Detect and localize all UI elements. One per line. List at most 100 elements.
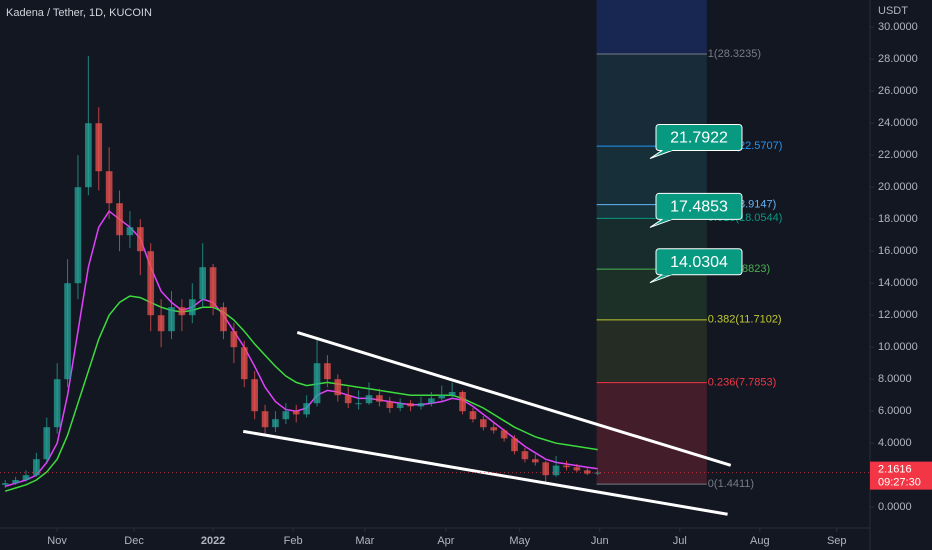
x-tick-label: Sep xyxy=(827,535,847,547)
target-label: 21.7922 xyxy=(670,130,728,147)
y-tick-label: 14.0000 xyxy=(878,277,918,289)
candle-body xyxy=(188,299,196,316)
candle-body xyxy=(157,315,165,332)
candle-body xyxy=(178,307,186,316)
candle-body xyxy=(240,347,248,380)
candle-body xyxy=(22,475,30,480)
x-tick-label: Apr xyxy=(437,535,454,547)
x-tick-label: Dec xyxy=(124,535,144,547)
y-tick-label: 24.0000 xyxy=(878,117,918,129)
candle-body xyxy=(376,395,383,402)
fib-zone xyxy=(596,319,707,383)
candle-body xyxy=(355,403,362,405)
candle-body xyxy=(594,472,601,474)
candle-body xyxy=(531,459,539,463)
candle-body xyxy=(334,379,342,396)
trendline xyxy=(296,331,732,467)
candle-body xyxy=(168,307,175,332)
fib-label: 0(1.4411) xyxy=(708,478,754,490)
fib-label: 0.382(11.7102) xyxy=(708,314,782,326)
x-tick-label: Jun xyxy=(591,535,609,547)
x-tick-label: Aug xyxy=(750,535,770,547)
candle-body xyxy=(126,227,134,236)
x-tick-label: Nov xyxy=(47,535,67,547)
candle-body xyxy=(448,392,456,396)
y-tick-label: 8.0000 xyxy=(878,373,912,385)
candle-body xyxy=(542,462,550,476)
candle-body xyxy=(469,411,477,420)
candle-body xyxy=(428,398,435,404)
y-tick-label: 16.0000 xyxy=(878,245,918,257)
y-tick-label: 22.0000 xyxy=(878,149,918,161)
fib-label: 0.236(7.7853) xyxy=(708,377,777,389)
candle-body xyxy=(324,363,331,380)
y-tick-label: 26.0000 xyxy=(878,85,918,97)
candle-body xyxy=(136,227,144,252)
candle-body xyxy=(282,411,290,420)
target-box xyxy=(655,192,743,220)
candle-body xyxy=(147,251,155,316)
x-tick-label: Mar xyxy=(355,535,374,547)
y-tick-label: 20.0000 xyxy=(878,181,918,193)
candle-body xyxy=(573,467,581,471)
candle-body xyxy=(43,427,51,460)
candle-body xyxy=(552,465,560,476)
candle-body xyxy=(521,451,529,460)
candle-body xyxy=(12,480,19,484)
candle-body xyxy=(105,171,113,204)
y-tick-label: 30.0000 xyxy=(878,21,918,33)
x-tick-label: Feb xyxy=(284,535,303,547)
candle-body xyxy=(386,401,394,408)
candle-body xyxy=(116,203,123,236)
candle-body xyxy=(220,307,227,332)
candle-body xyxy=(251,379,258,412)
candle-body xyxy=(53,379,61,428)
target-box-seam xyxy=(662,148,672,152)
candle-body xyxy=(313,363,321,404)
fib-zone xyxy=(596,382,707,485)
candle-body xyxy=(563,465,570,468)
countdown: 09:27:30 xyxy=(878,477,921,489)
candle-body xyxy=(365,395,373,404)
candle-body xyxy=(396,403,404,408)
candle-body xyxy=(407,403,414,407)
candle-body xyxy=(230,331,238,348)
candle-body xyxy=(459,392,466,412)
target-box-seam xyxy=(662,217,672,220)
target-box-seam xyxy=(662,272,672,276)
y-tick-label: 0.0000 xyxy=(878,501,912,513)
candle-body xyxy=(344,395,352,404)
last-price-tag xyxy=(870,461,932,490)
candle-body xyxy=(438,395,446,399)
candle-body xyxy=(199,267,207,300)
x-tick-label: Jul xyxy=(673,535,687,547)
candle-body xyxy=(85,123,92,188)
x-tick-label: May xyxy=(509,535,530,547)
chart-title: Kadena / Tether, 1D, KUCOIN xyxy=(6,7,152,19)
x-tick-label: 2022 xyxy=(201,535,225,547)
moving-average xyxy=(4,295,598,492)
fib-label: 1(28.3235) xyxy=(708,48,761,60)
candle-body xyxy=(33,459,40,476)
candle-body xyxy=(303,403,310,415)
fib-zone xyxy=(596,0,707,55)
candle-body xyxy=(292,411,300,415)
candle-body xyxy=(1,483,9,485)
candle-body xyxy=(583,470,591,474)
y-tick-label: 4.0000 xyxy=(878,437,912,449)
candle-body xyxy=(500,430,508,439)
candle-body xyxy=(490,427,498,431)
trendline xyxy=(242,429,728,516)
candle-body xyxy=(209,267,217,308)
target-box xyxy=(655,124,743,152)
candle-body xyxy=(417,403,425,407)
last-price-label: 2.1616 xyxy=(878,464,912,476)
y-tick-label: 28.0000 xyxy=(878,53,918,65)
y-tick-label: 18.0000 xyxy=(878,213,918,225)
candle-body xyxy=(95,123,103,172)
candle-body xyxy=(480,419,487,428)
target-label: 14.0304 xyxy=(670,254,728,271)
currency: USDT xyxy=(878,5,908,17)
